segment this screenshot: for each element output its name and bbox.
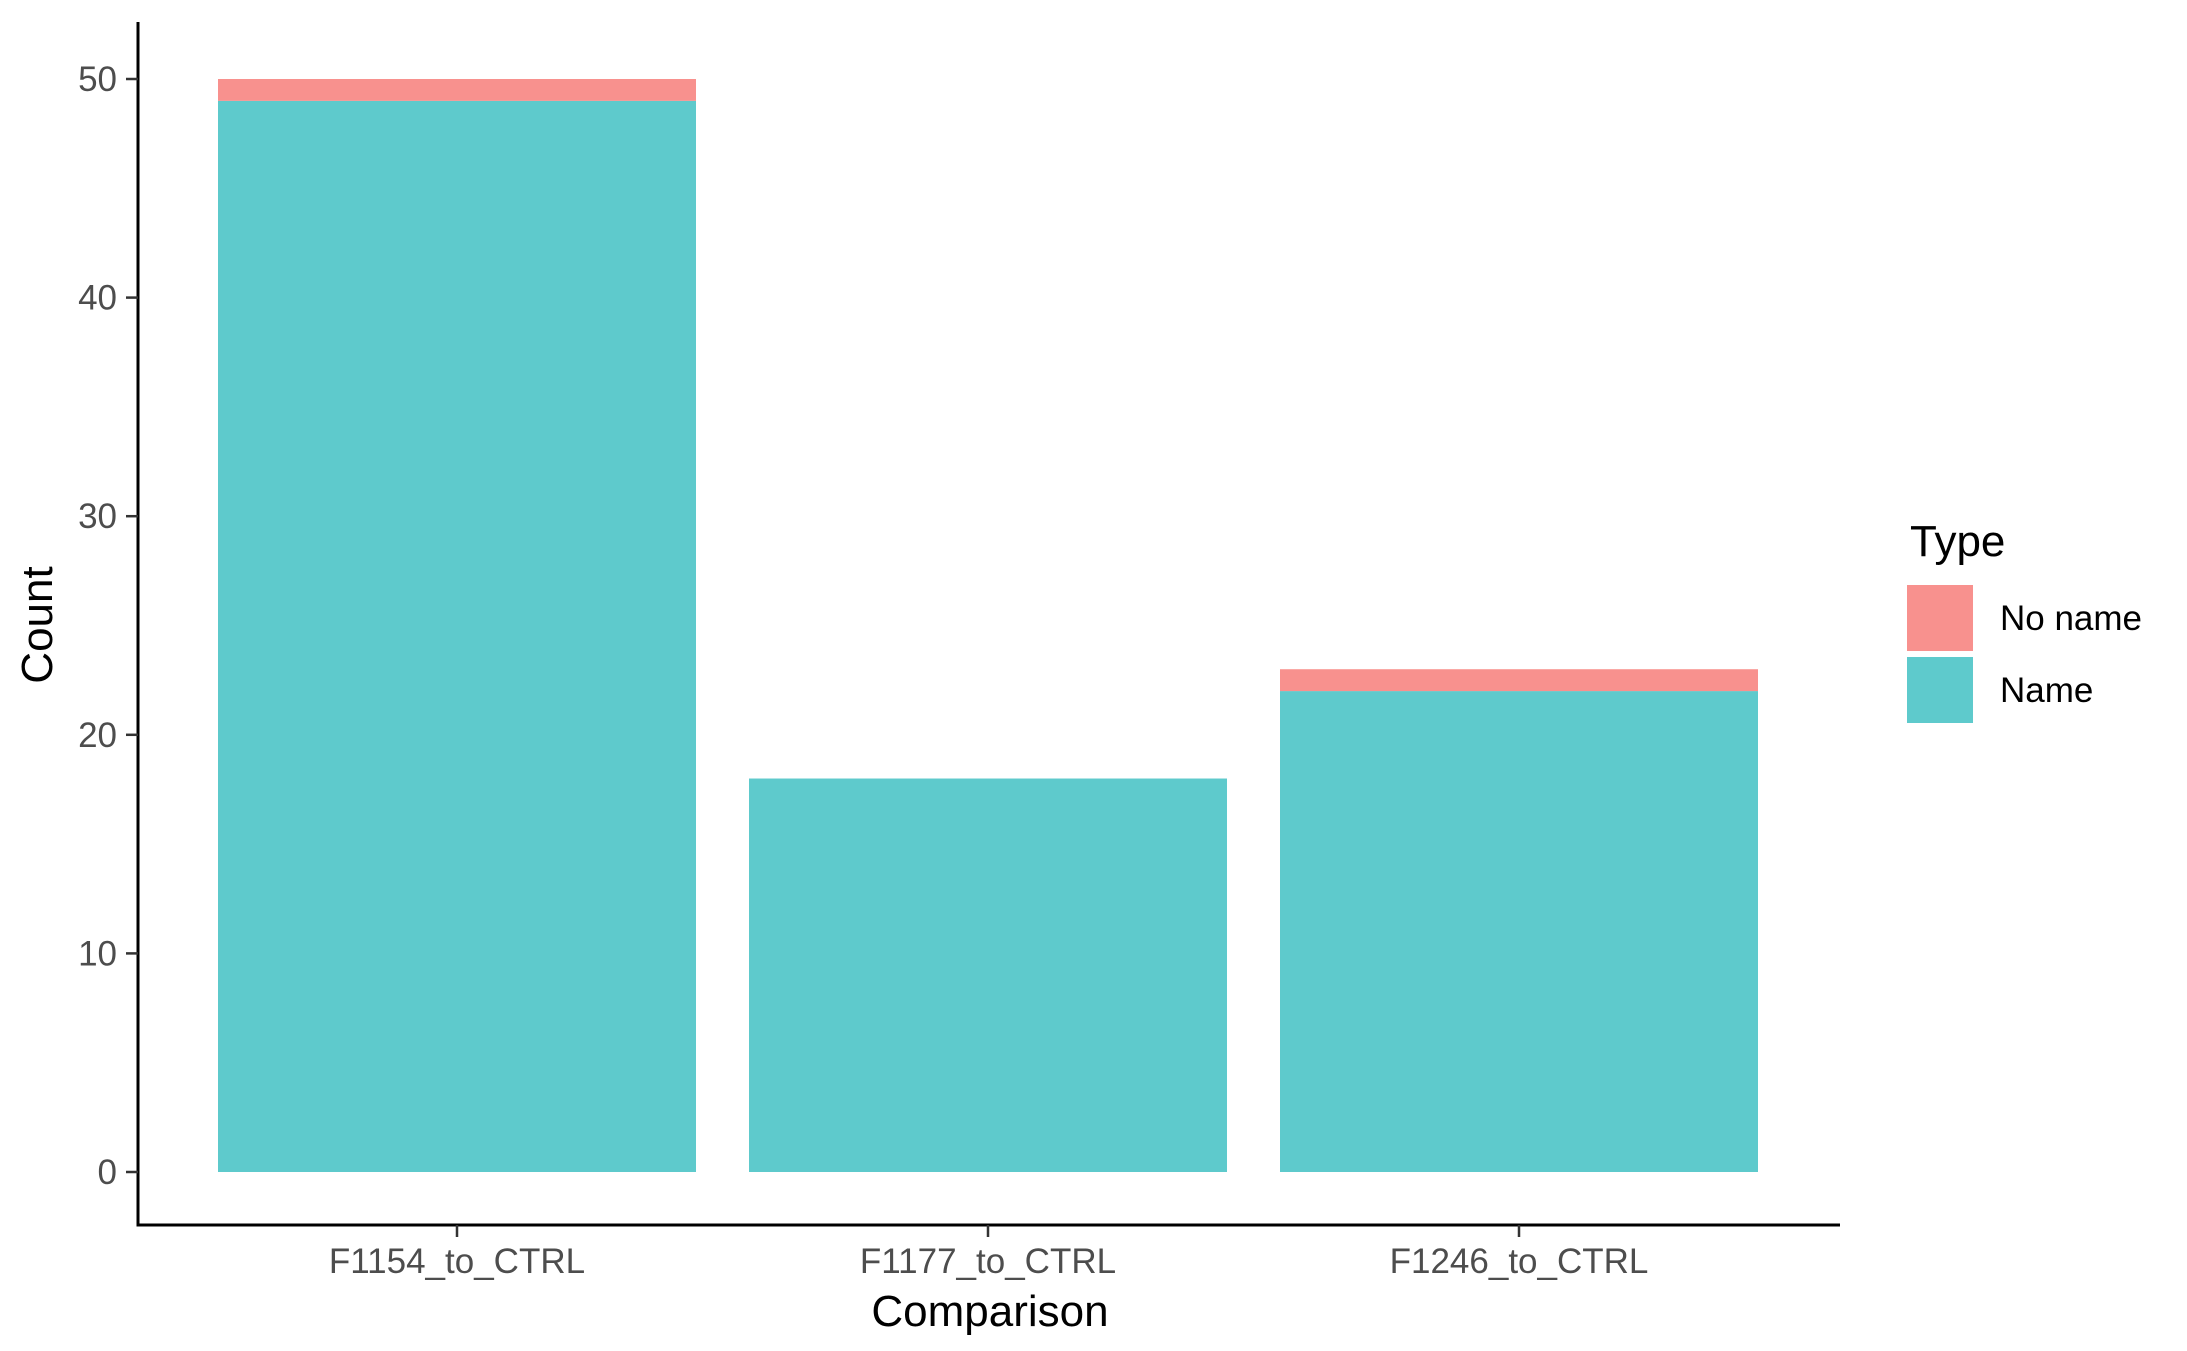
legend-label-no-name: No name (2000, 599, 2142, 638)
bars-layer (218, 79, 1758, 1173)
bar-no-name-f1246-to-ctrl (1280, 669, 1758, 692)
bar-name-f1177-to-ctrl (749, 778, 1227, 1172)
legend-title: Type (1910, 517, 2005, 566)
bar-no-name-f1154-to-ctrl (218, 79, 696, 101)
y-tick-label: 20 (78, 716, 117, 755)
y-axis-title: Count (13, 566, 62, 683)
y-tick-label: 0 (98, 1153, 117, 1192)
x-tick-label: F1154_to_CTRL (329, 1242, 585, 1281)
x-tick-label: F1177_to_CTRL (860, 1242, 1116, 1281)
x-tick-label: F1246_to_CTRL (1390, 1242, 1649, 1281)
y-tick-label: 30 (78, 497, 117, 536)
y-ticks-layer: 0 10 20 30 40 50 (78, 60, 138, 1192)
bar-name-f1154-to-ctrl (218, 100, 696, 1173)
legend-key-name (1907, 657, 1973, 723)
legend-label-name: Name (2000, 671, 2093, 710)
bar-name-f1246-to-ctrl (1280, 691, 1758, 1172)
y-tick-label: 50 (78, 60, 117, 99)
y-tick-label: 10 (78, 934, 117, 973)
legend-key-no-name (1907, 585, 1973, 651)
x-axis-title: Comparison (871, 1287, 1108, 1336)
y-tick-label: 40 (78, 279, 117, 318)
legend: Type No name Name (1907, 517, 2142, 723)
x-ticks-layer: F1154_to_CTRL F1177_to_CTRL F1246_to_CTRL (329, 1225, 1648, 1281)
